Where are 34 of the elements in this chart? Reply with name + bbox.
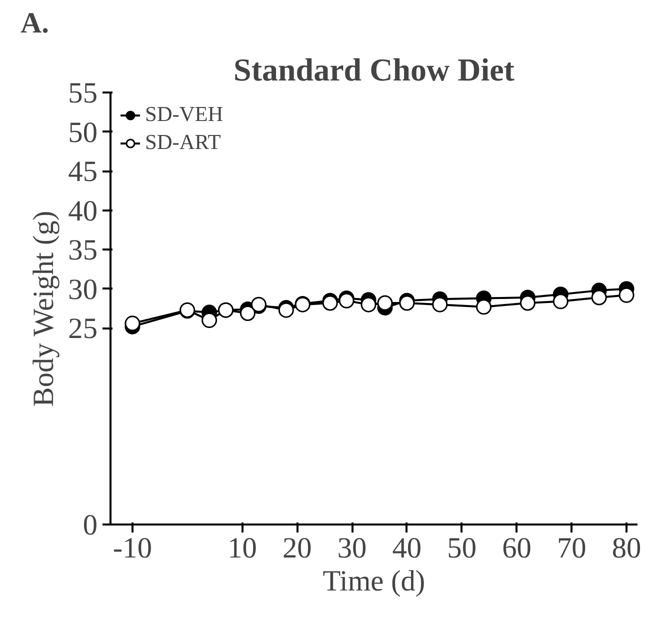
point (432, 296, 448, 312)
y-tick-label: 40 (68, 195, 98, 228)
x-axis-title: Time (d) (322, 566, 426, 598)
y-tick-label: 30 (68, 274, 98, 306)
x-tick-label: -10 (112, 532, 152, 564)
point (552, 294, 568, 310)
point (591, 290, 607, 306)
point (240, 305, 256, 321)
y-tick-label: 50 (68, 116, 98, 149)
x-tick-label: 70 (556, 532, 586, 564)
y-tick-label: 25 (68, 313, 98, 346)
x-tick-label: 20 (282, 532, 312, 564)
point (124, 316, 140, 332)
y-tick-label: 55 (68, 78, 98, 110)
point (520, 295, 536, 311)
x-tick-label: 50 (447, 532, 476, 564)
x-tick-label: 30 (337, 532, 367, 564)
point (618, 287, 634, 303)
point (476, 299, 492, 315)
point (202, 312, 218, 328)
y-tick-label: 45 (68, 156, 98, 188)
chart-title: Standard Chow Diet (234, 52, 515, 88)
x-tick-label: 60 (502, 532, 532, 564)
y-axis-title: Body Weight (g) (28, 210, 60, 407)
legend-label: SD-VEH (145, 102, 224, 127)
x-tick-label: 40 (392, 532, 422, 564)
legend-label: SD-ART (145, 130, 221, 155)
x-tick-label: 10 (228, 532, 257, 564)
point (360, 296, 376, 312)
y-tick-label: 35 (68, 234, 98, 267)
y-tick-label: 0 (82, 510, 98, 542)
text: A. (20, 8, 50, 40)
x-tick-label: 80 (612, 532, 642, 564)
point (377, 295, 393, 311)
